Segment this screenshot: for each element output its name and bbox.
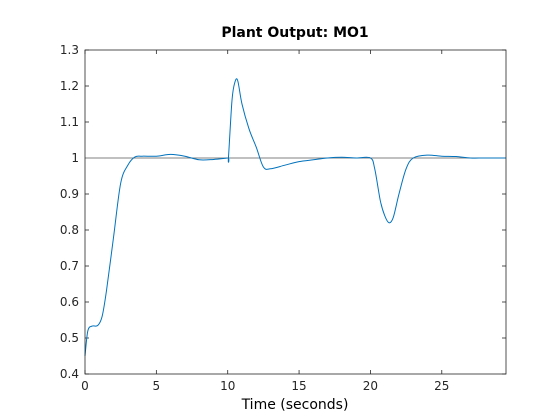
y-tick-label: 0.9 xyxy=(60,187,79,201)
y-tick-label: 1.1 xyxy=(60,115,79,129)
x-tick-label: 5 xyxy=(153,379,161,393)
x-axis-label: Time (seconds) xyxy=(241,397,349,413)
series-line xyxy=(84,78,506,357)
x-tick-label: 15 xyxy=(291,379,306,393)
x-tick-label: 0 xyxy=(81,379,89,393)
chart-title: Plant Output: MO1 xyxy=(221,25,368,41)
plot-area xyxy=(85,50,506,374)
y-tick-label: 1 xyxy=(71,151,79,165)
y-tick-label: 0.4 xyxy=(60,367,79,381)
y-tick-label: 0.6 xyxy=(60,295,79,309)
plot-frame xyxy=(84,49,507,375)
y-tick-label: 0.7 xyxy=(60,259,79,273)
y-tick-label: 1.3 xyxy=(60,43,79,57)
y-tick-label: 0.5 xyxy=(60,331,79,345)
x-tick-label: 25 xyxy=(434,379,449,393)
y-tick-label: 1.2 xyxy=(60,79,79,93)
x-tick-label: 10 xyxy=(220,379,235,393)
y-tick-label: 0.8 xyxy=(60,223,79,237)
x-tick-label: 20 xyxy=(363,379,378,393)
axes: 0 5 10 15 20 25 0.4 0.5 0.6 0.7 0.8 0.9 1 1.1 1.2 1.3 xyxy=(60,43,506,393)
